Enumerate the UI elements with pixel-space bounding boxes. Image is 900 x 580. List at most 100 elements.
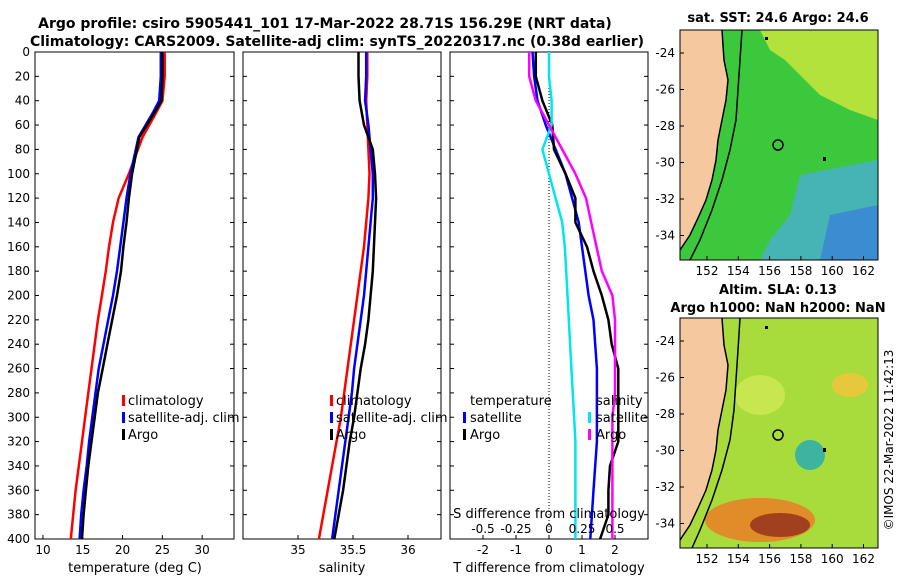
depth-tick-label: 100 [7, 167, 30, 181]
depth-tick-label: 140 [7, 215, 30, 229]
series-argo [80, 52, 164, 540]
depth-tick-label: 180 [7, 264, 30, 278]
legend-swatch-t-satellite [463, 412, 466, 423]
map-x-tick-label: 154 [727, 552, 750, 566]
legend-title-salinity: salinity [596, 394, 643, 409]
sla-map-title1: Altim. SLA: 0.13 [719, 283, 837, 298]
legend-label: satellite [596, 411, 648, 426]
depth-tick-label: 220 [7, 313, 30, 327]
map-y-tick-label: -30 [655, 444, 675, 458]
s-tick-label: -0.25 [500, 522, 531, 536]
s-tick-label: -0.5 [471, 522, 494, 536]
imos-credit: ©IMOS 22-Mar-2022 11:42:13 [882, 350, 896, 531]
depth-tick-label: 340 [7, 459, 30, 473]
profile-series [69, 51, 620, 540]
temperature-xlabel: temperature (deg C) [68, 561, 202, 576]
map-x-tick-label: 158 [789, 552, 812, 566]
x-tick-label: 30 [195, 543, 210, 557]
sla-dot [823, 448, 826, 452]
sla-mid-patch [735, 375, 785, 415]
legend-label: Argo [596, 428, 626, 443]
legend-label: satellite-adj. clim [336, 411, 448, 426]
temperature-legend: climatology satellite-adj. clim Argo [122, 394, 240, 443]
map-x-tick-label: 152 [696, 552, 719, 566]
legend-label: Argo [128, 428, 158, 443]
x-tick-label: 0 [545, 543, 553, 557]
s-tick-label: 0 [545, 522, 553, 536]
x-tick-label: 36 [400, 543, 415, 557]
sst-map-frame [679, 29, 879, 261]
depth-axis: 0 20 40 60 80 100 120 140 160 180 200 220 240 260 280 3… [7, 45, 648, 546]
legend-label: climatology [336, 394, 412, 409]
sla-map-frame [679, 317, 879, 549]
sst-argo-marker [772, 139, 784, 151]
sla-land [680, 318, 728, 540]
map-y-tick-label: -26 [655, 83, 675, 97]
series-satellite [330, 52, 375, 540]
map-x-tick-label: 152 [696, 264, 719, 278]
depth-tick-label: 360 [7, 483, 30, 497]
x-tick-label: -2 [477, 543, 489, 557]
legend-label: Argo [336, 428, 366, 443]
depth-tick-label: 240 [7, 337, 30, 351]
t-difference-xlabel: T difference from climatology [452, 561, 645, 576]
sla-depth-contour [691, 317, 741, 549]
map-y-tick-label: -24 [655, 46, 675, 60]
map-y-tick-label: -34 [655, 517, 675, 531]
legend-label: Argo [470, 428, 500, 443]
legend-label: climatology [128, 394, 204, 409]
depth-tick-label: 380 [7, 508, 30, 522]
x-tick-label: 25 [155, 543, 170, 557]
legend-label: satellite [470, 411, 522, 426]
map-x-tick-label: 158 [789, 264, 812, 278]
map-x-tick-label: 156 [758, 264, 781, 278]
depth-tick-label: 0 [22, 45, 30, 59]
map-x-tick-label: 160 [821, 552, 844, 566]
legend-swatch-climatology [330, 395, 333, 406]
sla-map-title2: Argo h1000: NaN h2000: NaN [670, 301, 885, 316]
sst-coastline [679, 29, 729, 251]
x-tick-label: 1 [578, 543, 586, 557]
salinity-xlabel: salinity [319, 561, 366, 576]
map-x-tick-label: 160 [821, 264, 844, 278]
depth-tick-label: 260 [7, 362, 30, 376]
map-y-tick-label: -30 [655, 156, 675, 170]
sla-high-patch [832, 373, 868, 397]
sla-dot [765, 326, 768, 329]
sst-dot [765, 37, 768, 40]
depth-tick-label: 300 [7, 410, 30, 424]
map-ticks: 152 154 156 158 160 162 -24 -26 -28 -30 -32 -34 152 1… [655, 46, 875, 566]
map-x-tick-label: 156 [758, 552, 781, 566]
depth-tick-label: 20 [15, 69, 30, 83]
sla-low-patch [795, 440, 825, 470]
temperature-panel [34, 51, 235, 540]
x-axis-ticks: 10 15 20 25 30 35 35.5 36 -2 -1 0 1 2 -0.5 -0.25 0 0.25 0… [35, 522, 624, 557]
legend-swatch-climatology [122, 395, 125, 406]
map-y-tick-label: -34 [655, 229, 675, 243]
series-s-satellite [541, 52, 577, 539]
map-y-tick-label: -28 [655, 407, 675, 421]
sla-coastline [679, 317, 729, 541]
legend-swatch-argo [122, 429, 125, 440]
legend-title-temperature: temperature [470, 394, 552, 409]
salinity-legend: climatology satellite-adj. clim Argo [330, 394, 448, 443]
difference-legend: temperature satellite Argo salinity sate… [463, 394, 648, 443]
depth-tick-label: 200 [7, 289, 30, 303]
legend-swatch-s-argo [588, 429, 591, 440]
x-tick-label: -1 [510, 543, 522, 557]
legend-swatch-t-argo [463, 429, 466, 440]
map-y-tick-label: -26 [655, 371, 675, 385]
series-argo [333, 52, 378, 540]
series-s-argo [527, 52, 617, 539]
depth-tick-label: 320 [7, 435, 30, 449]
figure-title-line2: Climatology: CARS2009. Satellite-adj cli… [30, 34, 644, 50]
legend-swatch-argo [330, 429, 333, 440]
sst-cold-patch [820, 205, 878, 260]
x-tick-label: 10 [35, 543, 50, 557]
depth-tick-label: 80 [15, 142, 30, 156]
x-tick-label: 15 [75, 543, 90, 557]
sst-map-title: sat. SST: 24.6 Argo: 24.6 [687, 11, 868, 26]
map-y-tick-label: -32 [655, 480, 675, 494]
x-tick-label: 35 [290, 543, 305, 557]
